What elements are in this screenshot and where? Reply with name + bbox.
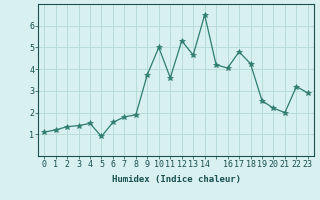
X-axis label: Humidex (Indice chaleur): Humidex (Indice chaleur) xyxy=(111,175,241,184)
